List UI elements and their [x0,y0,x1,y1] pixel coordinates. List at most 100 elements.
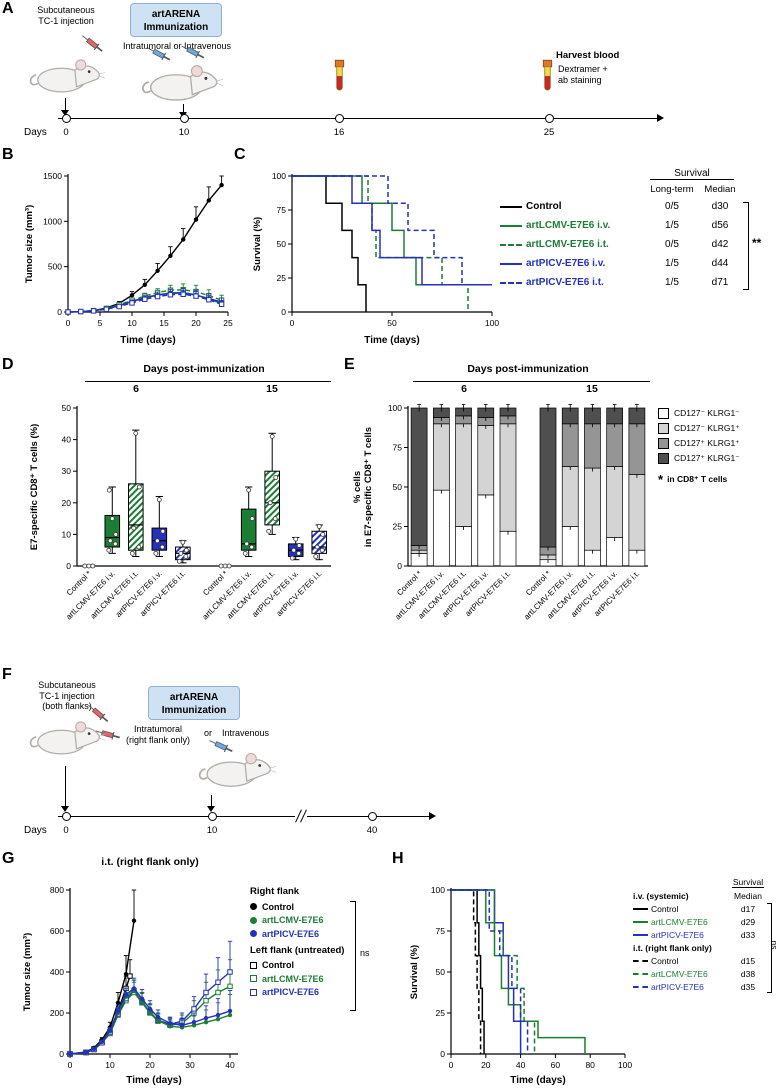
svg-text:400: 400 [50,967,64,977]
legend-row: artPICV-E7E6 [250,927,400,941]
timeline-tick: 10 [206,825,218,836]
or-label: or [204,728,213,738]
legend-label: CD127⁻ KLRG1⁺ [674,423,740,433]
legend-row: CD127⁻ KLRG1⁺ [658,421,779,436]
timeline-point [62,114,71,123]
panel-f-label: F [2,666,12,683]
line-sample [633,959,648,962]
timeline-tick: 0 [63,127,69,138]
svg-text:75: 75 [436,926,446,936]
median-value: d71 [711,277,729,288]
legend-label: CD127⁺ KLRG1⁻ [674,453,740,463]
svg-text:40: 40 [516,1060,526,1070]
svg-text:75: 75 [393,443,403,453]
legend-label: artPICV-E7E6 [262,928,320,939]
median-column-header: Median [704,184,736,195]
panel-d-label: D [2,356,14,373]
svg-text:50: 50 [62,403,72,413]
timeline-axis [58,113,664,122]
svg-text:25: 25 [393,522,403,532]
legend-row: Control d17 [633,902,779,915]
days-label: Days [24,825,47,836]
svg-text:% cells: % cells [352,471,363,503]
legend-row: artLCMV-E7E6 d38 [633,967,779,980]
legend-label: artLCMV-E7E6 [651,916,708,927]
mouse-icon [26,714,106,760]
artarena-immunization-box: artARENA Immunization [130,3,222,37]
svg-text:0: 0 [68,1060,73,1070]
timeline-tick: 0 [63,825,69,836]
chart-title: i.t. (right flank only) [101,856,199,868]
long-term-value: 1/5 [665,258,679,269]
survival-legend-table: Survival i.v. (systemic) Median Control … [633,876,779,993]
svg-text:50: 50 [277,239,287,249]
syringe-icon [95,723,122,740]
median-value: d35 [740,981,756,992]
tumor-size-chart-both-flanks: 0 200 400 600 800 0 10 20 30 40 Time (days) Tumor s… [22,885,238,1086]
route-label: Intratumoral or Intravenous [122,41,232,51]
legend-row: CD127⁻ KLRG1⁻ [658,406,779,421]
syringe-icon [147,40,174,61]
mouse-icon [195,746,277,792]
svg-text:15: 15 [159,318,169,328]
phenotype-stacked-bar-chart: 0 25 50 75 100 % cells in E7-specific CD8⁺ T c… [352,403,648,622]
days-post-immunization-title: Days post-immunization [467,363,589,375]
down-arrow-icon [61,98,70,116]
swatch-cd127neg-klrg1pos [658,423,669,434]
line-sample [500,224,522,227]
svg-text:60: 60 [551,1060,561,1070]
blood-tube-icon [333,59,346,95]
svg-text:1500: 1500 [43,171,62,181]
line-sample [500,262,522,265]
legend-label: artPICV-E7E6 [651,981,704,992]
median-value: d33 [740,929,756,940]
day-group-label: 15 [586,383,598,395]
open-square-marker [250,988,257,996]
svg-text:800: 800 [50,885,64,895]
legend-label: Control [262,960,294,971]
median-value: d15 [740,955,756,966]
svg-text:0: 0 [290,318,295,328]
svg-text:100: 100 [485,318,499,328]
legend-label: artLCMV-E7E6 [651,968,708,979]
legend-row: Control 0/5 d30 [500,197,779,216]
filled-circle-marker [250,930,257,938]
svg-text:25: 25 [436,1008,446,1018]
syringe-icon [81,29,108,52]
legend-row: artLCMV-E7E6 [250,972,400,986]
it-group-title: i.t. (right flank only) [633,942,712,953]
svg-text:100: 100 [388,403,402,413]
svg-text:Survival (%): Survival (%) [409,945,420,999]
day-group-label: 15 [266,383,278,395]
timeline-tick: 10 [178,127,190,138]
svg-text:20: 20 [481,1060,491,1070]
line-sample [500,281,522,284]
svg-text:30: 30 [62,466,72,476]
svg-text:in E7-specific CD8⁺ T cells: in E7-specific CD8⁺ T cells [363,427,374,547]
legend-row: artLCMV-E7E6 [250,914,400,928]
median-value: d38 [740,968,756,979]
panel-g-label: G [2,850,15,867]
axis-break-icon [295,809,307,823]
legend-row: artPICV-E7E6 i.t. 1/5 d71 [500,273,779,292]
significance-label: ns [769,940,779,950]
svg-text:25: 25 [223,318,233,328]
swatch-cd127pos-klrg1pos [658,438,669,449]
artarena-immunization-box: artARENA Immunization [148,686,240,720]
long-term-column-header: Long-term [650,184,694,195]
svg-text:Tumor size (mm³): Tumor size (mm³) [22,933,33,1011]
legend-label: artLCMV-E7E6 i.v. [526,220,611,231]
legend-label: artLCMV-E7E6 [262,915,324,926]
legend-row: Control d15 [633,954,779,967]
legend-label: artPICV-E7E6 i.t. [526,277,604,288]
filled-circle-marker [250,903,257,911]
filled-circle-marker [250,916,257,924]
phenotype-legend: CD127⁻ KLRG1⁻ CD127⁻ KLRG1⁺ CD127⁺ KLRG1… [658,406,779,487]
line-sample [633,972,648,975]
long-term-value: 0/5 [665,201,679,212]
median-column-header: Median [734,890,762,901]
survival-chart: 0 25 50 75 100 0 50 100 Time (days) Survival (%) [252,171,499,346]
right-flank-title: Right flank [250,886,300,897]
median-value: d42 [711,239,729,250]
down-arrow-icon [61,766,70,812]
